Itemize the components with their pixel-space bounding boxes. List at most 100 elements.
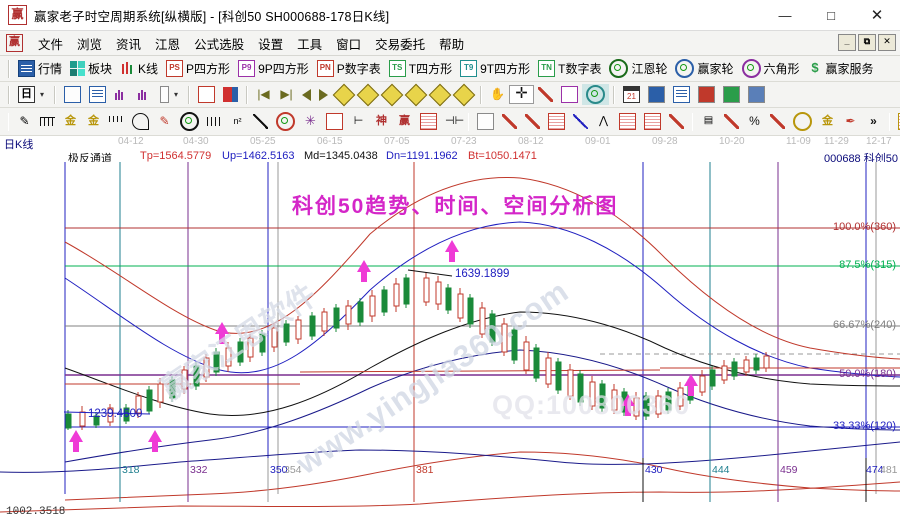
toolbar-button-9p-square[interactable]: P9 9P四方形 (234, 59, 313, 78)
pct-grid-button[interactable] (766, 113, 789, 130)
toolbar-button-sectors[interactable]: 板块 (66, 59, 116, 78)
menu-item-settings[interactable]: 设置 (258, 37, 284, 52)
tick-marks-button[interactable]: ⊢ (347, 113, 370, 130)
pen-red-button[interactable]: ✎ (153, 113, 176, 130)
toolbar-button-winner-wheel[interactable]: 赢家轮 (671, 58, 737, 79)
menu-item-gann[interactable]: 江恩 (155, 37, 181, 52)
zoom-left-button[interactable] (332, 83, 356, 106)
number-grid-button[interactable] (416, 112, 441, 131)
menu-item-formula-screen[interactable]: 公式选股 (194, 37, 245, 52)
pen-tool-button[interactable]: ✎ (13, 113, 36, 130)
crosshair-tool-button[interactable]: ✛ (509, 85, 534, 104)
first-page-button[interactable]: |◀ (252, 86, 275, 103)
menu-item-window[interactable]: 窗口 (336, 37, 362, 52)
toolbar-overflow-button[interactable]: » (862, 113, 885, 130)
menu-item-help[interactable]: 帮助 (439, 37, 465, 52)
ying-button[interactable]: 赢 (393, 113, 416, 130)
trend-line-button[interactable] (569, 113, 592, 130)
grid-lines-button[interactable] (36, 113, 59, 130)
menu-item-trade[interactable]: 交易委托 (375, 37, 426, 52)
angle-tool-button[interactable] (249, 113, 272, 130)
menu-item-file[interactable]: 文件 (38, 37, 64, 52)
gold-bar-button[interactable]: 金 (816, 113, 839, 130)
maximize-button[interactable]: □ (827, 7, 835, 23)
formula-button[interactable] (194, 85, 219, 104)
target-button[interactable] (272, 111, 299, 132)
grid-box3-button[interactable] (640, 112, 665, 131)
menu-item-browse[interactable]: 浏览 (77, 37, 103, 52)
slope-button[interactable] (665, 113, 688, 130)
period-dropdown-caret[interactable]: ▾ (39, 90, 44, 99)
zoom-right-button[interactable] (356, 83, 380, 106)
square-n2-button[interactable]: n² (226, 113, 249, 130)
calculator-button[interactable] (644, 85, 669, 104)
fan-lines2-button[interactable] (521, 113, 544, 130)
fan-box-button[interactable] (473, 112, 498, 131)
toolbar-button-quotes[interactable]: 行情 (14, 59, 66, 78)
toolbar-button-t-number-table[interactable]: TN T数字表 (534, 59, 605, 78)
calendar-button[interactable]: 21 (619, 85, 644, 104)
minimize-button[interactable]: — (778, 7, 792, 23)
multi-chart-button[interactable] (60, 85, 85, 104)
mdi-restore-button[interactable]: ⧉ (858, 34, 876, 51)
steps-button[interactable]: ▤ (697, 113, 720, 130)
toolbar-button-winner-service[interactable]: $ 赢家服务 (804, 59, 878, 78)
toolbar-button-hexagon[interactable]: 六角形 (738, 58, 804, 79)
single-bar-button[interactable]: ▾ (156, 85, 184, 104)
fan-lines-button[interactable] (498, 113, 521, 130)
last-page-button[interactable]: ▶| (275, 86, 298, 103)
price-chart[interactable]: 赢家江恩软件 www.yingjia360.com QQ:100800360 科… (0, 162, 900, 520)
vertical-marks-button[interactable]: ⊣⊢ (441, 113, 464, 130)
menu-item-tools[interactable]: 工具 (297, 37, 323, 52)
grid-box2-button[interactable] (615, 112, 640, 131)
toolbar-button-p-number-table[interactable]: PN P数字表 (313, 59, 385, 78)
percent-button[interactable]: % (743, 113, 766, 130)
close-button[interactable]: ✕ (870, 7, 884, 24)
mdi-close-button[interactable]: ✕ (878, 34, 896, 51)
notes-button[interactable] (669, 85, 694, 104)
shen-button[interactable]: 神 (370, 113, 393, 130)
print-button[interactable] (719, 85, 744, 104)
gann-tool-button[interactable] (557, 85, 582, 104)
indicator3-button[interactable] (110, 86, 133, 103)
menu-item-news[interactable]: 资讯 (116, 37, 142, 52)
toolbar-separator (692, 112, 693, 131)
zoom-out-button[interactable] (404, 83, 428, 106)
toolbar-button-kline[interactable]: K线 (116, 59, 162, 78)
flag-button[interactable] (219, 86, 242, 103)
title-bar: 赢 赢家老子时空周期系统[纵横版] - [科创50 SH000688-178日K… (0, 0, 900, 31)
indicator9-button[interactable] (133, 86, 156, 103)
table-button[interactable] (894, 112, 900, 131)
mdi-minimize-button[interactable]: _ (838, 34, 856, 51)
circle-grid-button[interactable] (176, 111, 203, 132)
pct-line-button[interactable] (720, 113, 743, 130)
bar-dropdown-caret[interactable]: ▾ (173, 90, 178, 99)
time-grid-button[interactable] (105, 113, 128, 130)
fan-grid-button[interactable] (544, 112, 569, 131)
period-selector[interactable]: 日 ▾ (14, 85, 50, 104)
toolbar-button-gann-wheel[interactable]: 江恩轮 (605, 58, 671, 79)
export-button[interactable] (744, 85, 769, 104)
starburst-button[interactable]: ✳ (299, 113, 322, 130)
scroll-right-button[interactable] (315, 88, 332, 102)
toolbar-button-p-square[interactable]: PS P四方形 (162, 59, 234, 78)
ladder-button[interactable] (203, 113, 226, 130)
gold-grid2-button[interactable]: 金 (82, 113, 105, 130)
spiral-button[interactable] (128, 112, 153, 131)
toolbar-button-t-square[interactable]: TS T四方形 (385, 59, 456, 78)
measure-tool-button[interactable] (534, 86, 557, 103)
zoom-in-button[interactable] (380, 83, 404, 106)
toolbar-button-9t-square[interactable]: T9 9T四方形 (456, 59, 534, 78)
box-cjk-button[interactable] (322, 112, 347, 131)
gold-circle-button[interactable] (789, 111, 816, 132)
zigzag-button[interactable]: ⋀ (592, 113, 615, 130)
hand-tool-button[interactable]: ✋ (486, 86, 509, 103)
contract-button[interactable] (452, 83, 476, 106)
scroll-left-button[interactable] (298, 88, 315, 102)
report-button[interactable] (85, 85, 110, 104)
expand-button[interactable] (428, 83, 452, 106)
save-button[interactable] (694, 85, 719, 104)
gold-grid-button[interactable]: 金 (59, 113, 82, 130)
ink-button[interactable]: ✒ (839, 113, 862, 130)
brain-tool-button[interactable] (582, 84, 609, 105)
